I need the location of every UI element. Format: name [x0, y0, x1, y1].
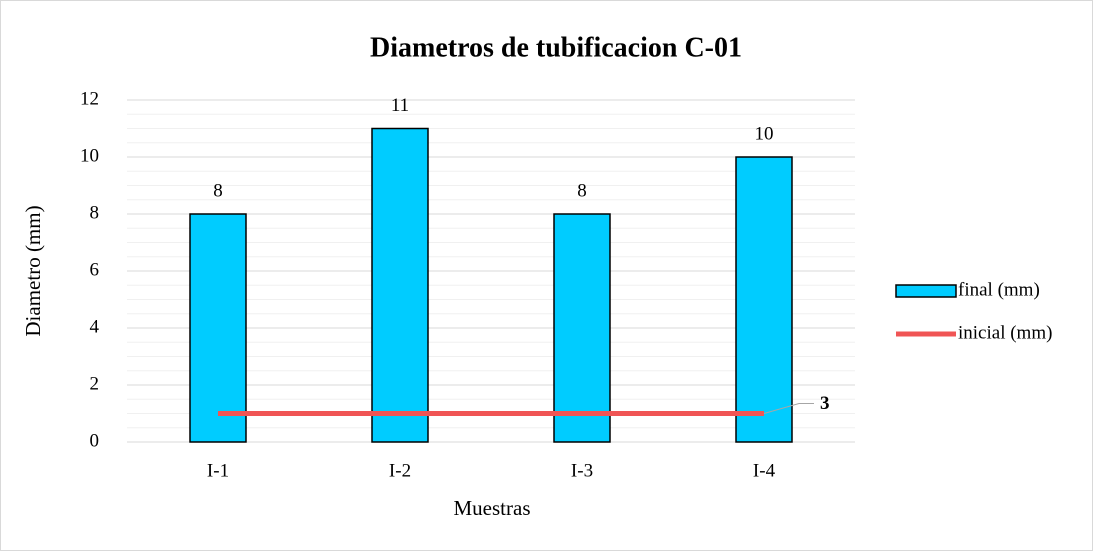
legend-label: inicial (mm) — [958, 322, 1052, 343]
y-tick-label: 8 — [90, 202, 100, 223]
bar — [553, 213, 611, 443]
data-label: 8 — [577, 180, 587, 201]
annotation: 3 — [820, 393, 830, 414]
y-tick-label: 12 — [80, 88, 99, 109]
legend-label: final (mm) — [958, 279, 1040, 300]
bar — [371, 127, 429, 443]
x-tick-label: I-4 — [753, 460, 776, 481]
x-axis-label: Muestras — [454, 496, 531, 520]
y-tick-label: 4 — [90, 316, 100, 337]
data-label: 11 — [391, 95, 409, 116]
y-tick-label: 0 — [90, 430, 100, 451]
bar — [189, 213, 247, 443]
x-tick-label: I-2 — [389, 460, 411, 481]
legend-swatch — [895, 284, 957, 298]
y-tick-label: 6 — [90, 259, 100, 280]
chart-title: Diametros de tubificacion C-01 — [370, 32, 742, 63]
bar — [735, 156, 793, 443]
y-tick-label: 2 — [90, 373, 100, 394]
annotation-leader — [763, 403, 814, 414]
data-label: 8 — [213, 180, 223, 201]
y-tick-label: 10 — [80, 145, 99, 166]
data-label: 10 — [755, 123, 774, 144]
x-tick-label: I-3 — [571, 460, 593, 481]
x-tick-label: I-1 — [207, 460, 229, 481]
y-axis-label: Diametro (mm) — [21, 205, 45, 336]
